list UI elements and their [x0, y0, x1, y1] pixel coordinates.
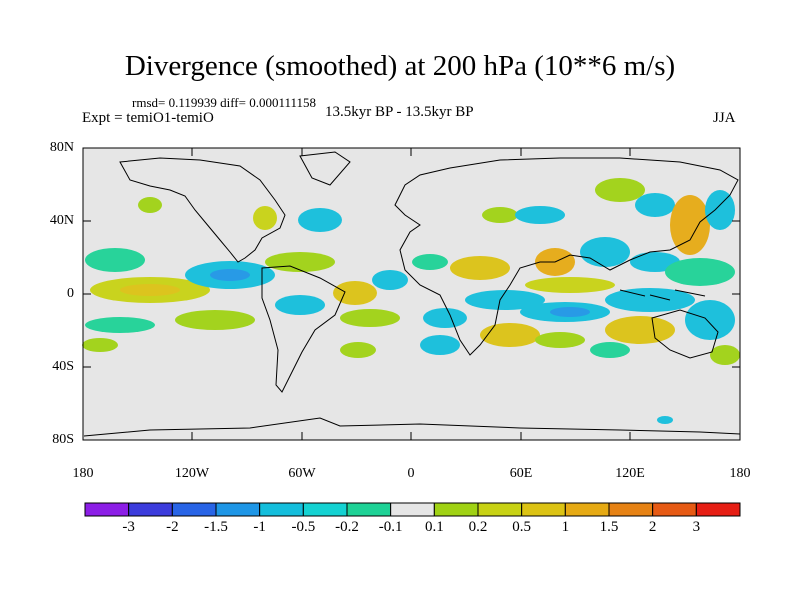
colorbar-label: 2	[648, 519, 657, 535]
chart-title: Divergence (smoothed) at 200 hPa (10**6 …	[124, 50, 676, 82]
lon-label-180e: 180	[729, 466, 751, 481]
colorbar-swatch	[215, 502, 261, 517]
colorbar-swatch	[433, 502, 479, 517]
colorbar-label: -1.5	[204, 519, 228, 535]
colorbar-label: -0.5	[291, 519, 316, 535]
colorbar-swatch	[171, 502, 217, 517]
divergence-field	[82, 178, 740, 424]
lon-label-120w: 120W	[174, 466, 210, 481]
australia-coast	[651, 309, 719, 359]
colorbar-label: 0.1	[424, 519, 444, 535]
lat-label-0: 0	[67, 286, 74, 301]
colorbar-label: -3	[122, 519, 135, 535]
colorbar	[84, 502, 741, 517]
lon-label-0: 0	[407, 466, 415, 481]
colorbar-swatch	[695, 502, 741, 517]
colorbar-swatch	[390, 502, 435, 517]
south-america-coast	[261, 265, 346, 393]
colorbar-swatch	[128, 502, 173, 517]
colorbar-swatch	[521, 502, 566, 517]
colorbar-label: -1	[253, 519, 266, 535]
greenland-coast	[299, 151, 351, 186]
colorbar-label: 3	[692, 519, 701, 535]
north-america-coast	[119, 157, 286, 263]
colorbar-label: 1.5	[599, 519, 619, 535]
indonesia-coast	[619, 289, 706, 301]
lon-label-180w: 180	[72, 466, 94, 481]
lon-label-60w: 60W	[288, 466, 316, 481]
colorbar-swatch	[564, 502, 610, 517]
coastlines	[83, 151, 741, 437]
lat-label-80n: 80N	[49, 140, 74, 155]
eurasia-africa-coast	[394, 157, 739, 356]
colorbar-swatch	[259, 502, 304, 517]
colorbar-swatch	[477, 502, 523, 517]
colorbar-label: 0.2	[468, 519, 488, 535]
colorbar-swatch	[346, 502, 392, 517]
lon-label-120e: 120E	[615, 466, 645, 481]
colorbar-swatch	[84, 502, 130, 517]
colorbar-label: 1	[561, 519, 570, 535]
colorbar-swatch	[302, 502, 348, 517]
colorbar-label: -0.1	[378, 519, 403, 535]
lat-label-40s: 40S	[52, 359, 74, 374]
rmsd-diff-stats: rmsd= 0.119939 diff= 0.000111158	[132, 95, 317, 110]
antarctica-coast	[83, 417, 741, 437]
colorbar-label: 0.5	[512, 519, 532, 535]
lat-label-40n: 40N	[49, 213, 74, 228]
lon-label-60e: 60E	[509, 466, 533, 481]
lat-label-80s: 80S	[52, 432, 74, 447]
season-label: JJA	[713, 110, 736, 126]
colorbar-swatch	[608, 502, 654, 517]
colorbar-swatch	[652, 502, 697, 517]
axis-ticks	[82, 147, 741, 441]
colorbar-label: -0.2	[335, 519, 359, 535]
experiment-label: Expt = temiO1-temiO	[82, 110, 214, 126]
period-label: 13.5kyr BP - 13.5kyr BP	[325, 104, 474, 120]
colorbar-label: -2	[166, 519, 179, 535]
